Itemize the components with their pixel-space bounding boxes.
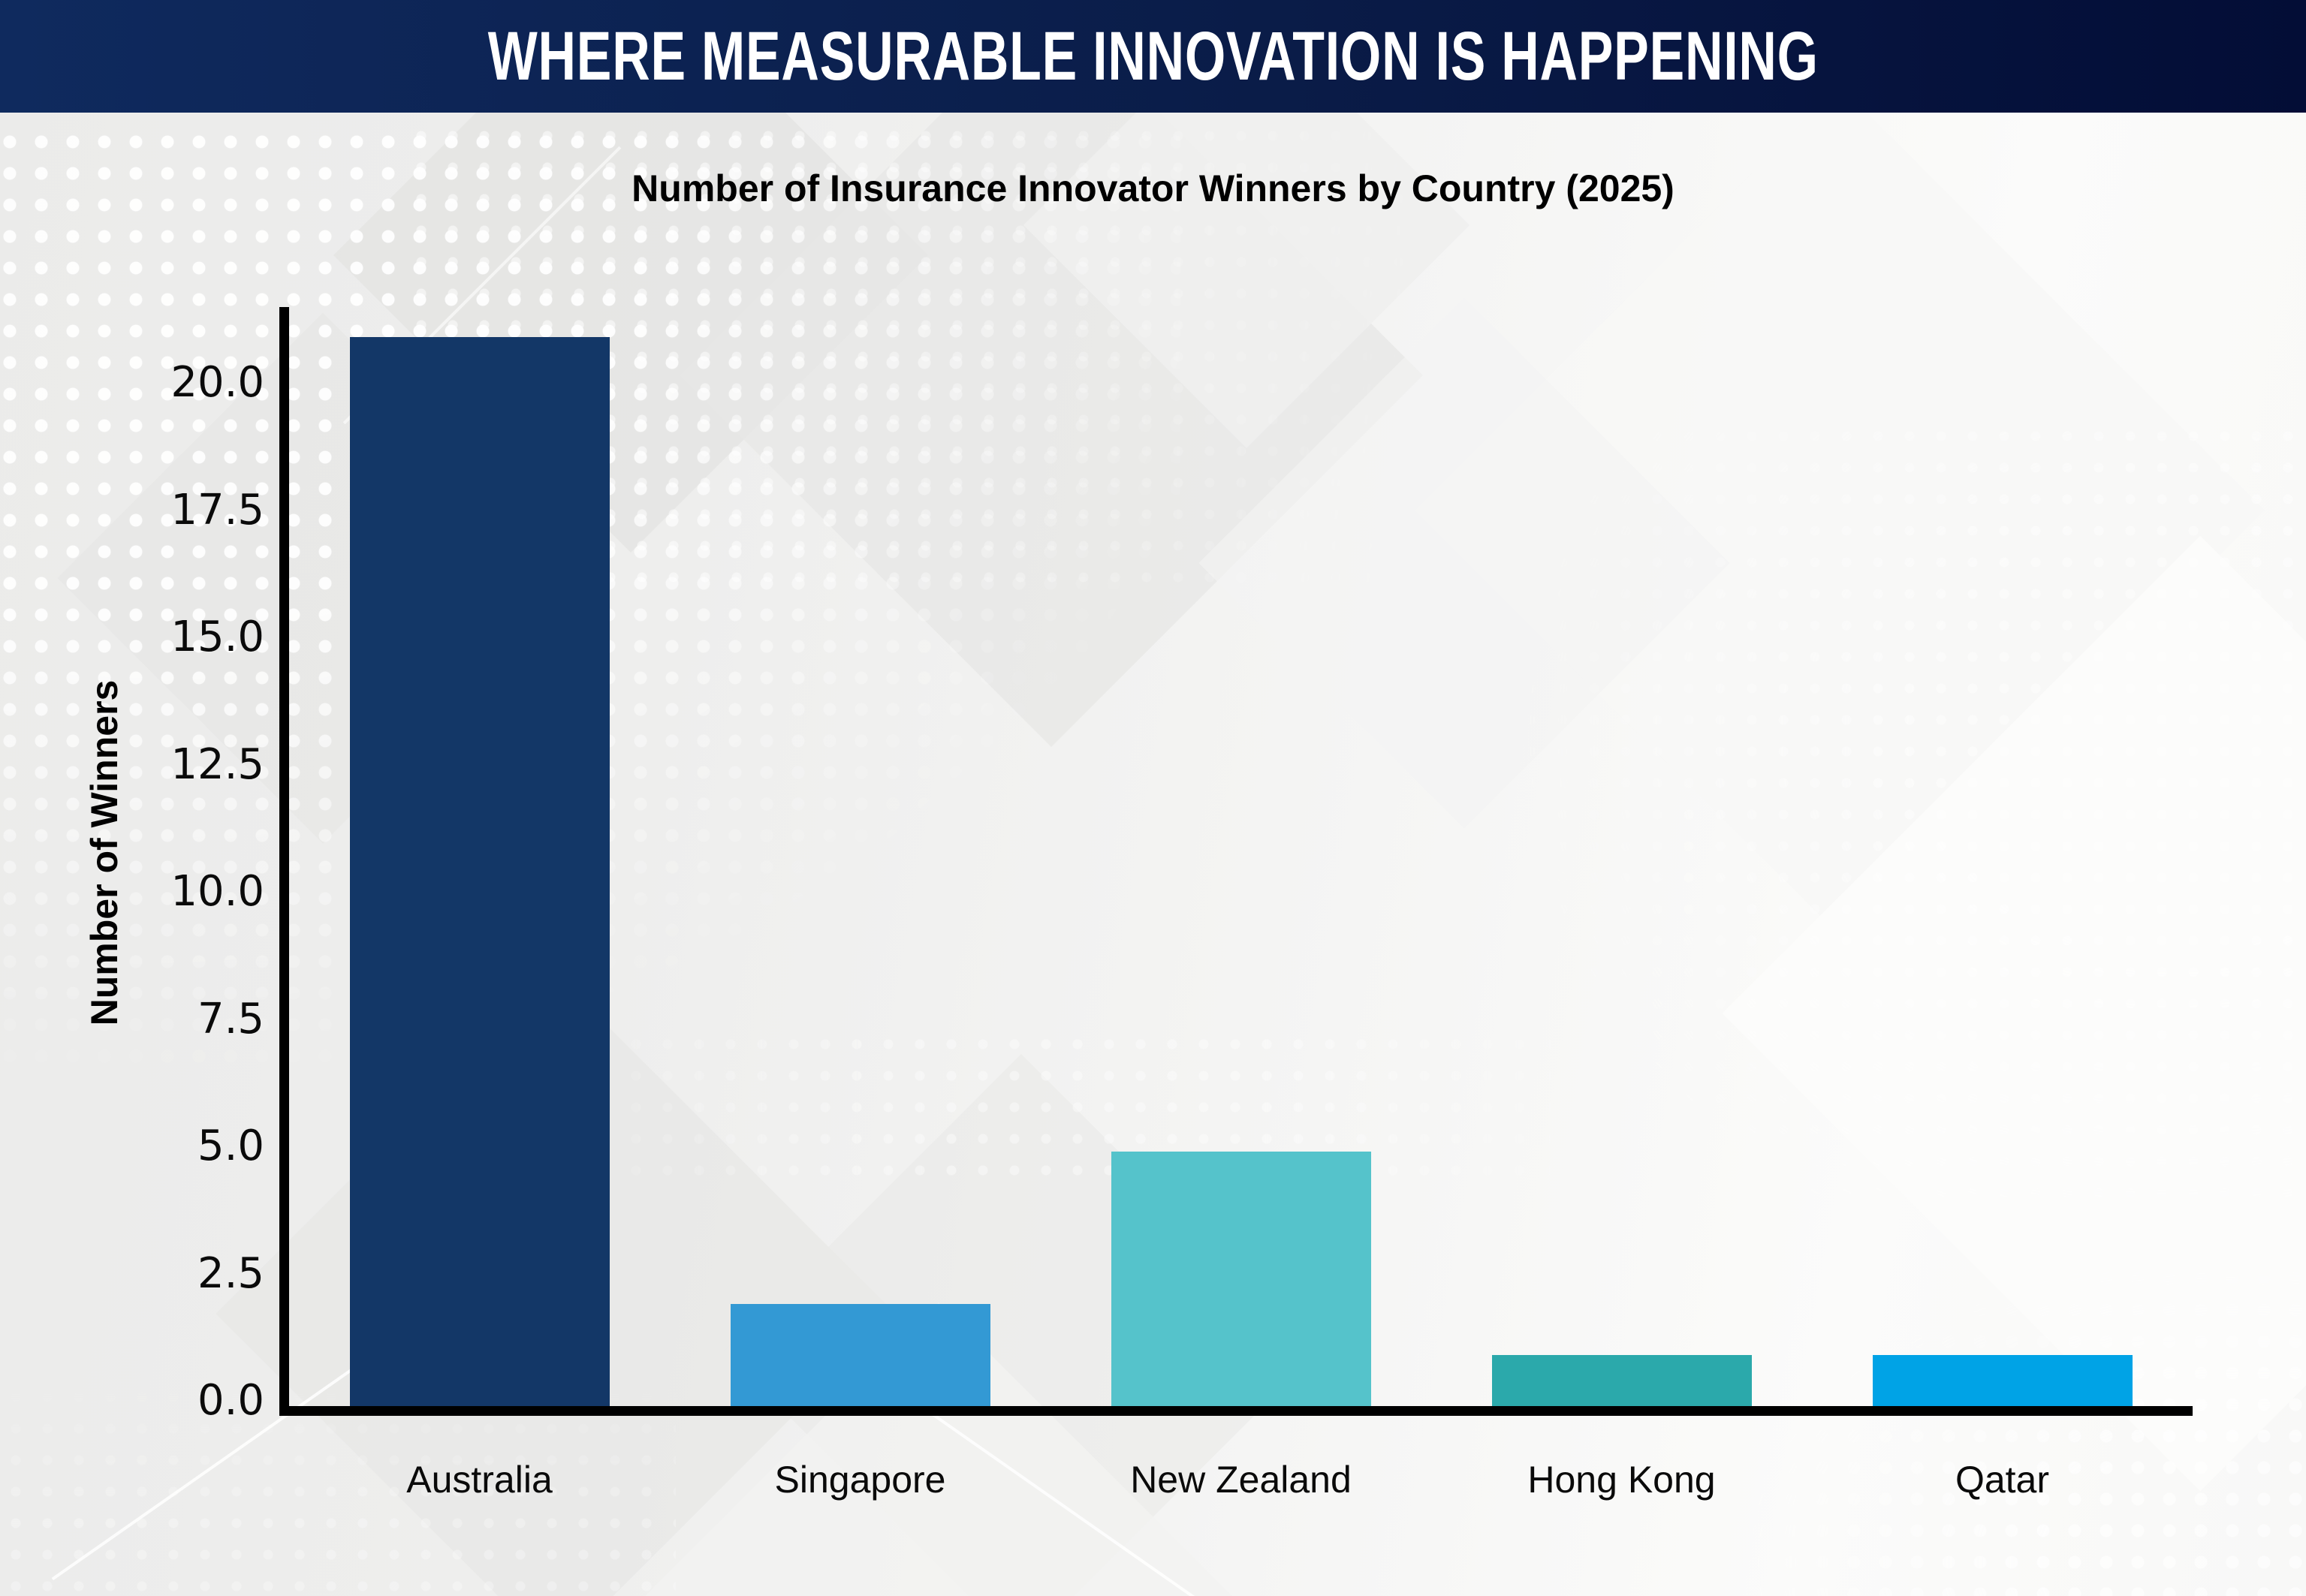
- bar-singapore: [730, 1304, 990, 1406]
- y-tick-label-0.0: 0.0: [197, 1376, 264, 1425]
- y-tick-label-7.5: 7.5: [197, 994, 264, 1043]
- halftone-dots-mid-band: [526, 1028, 1577, 1186]
- page-title: WHERE MEASURABLE INNOVATION IS HAPPENING: [487, 17, 1819, 95]
- y-axis-line: [279, 307, 289, 1416]
- bar-new-zealand: [1111, 1152, 1371, 1406]
- halftone-dots-bottom-left: [0, 1381, 676, 1596]
- bar-australia: [349, 337, 610, 1406]
- y-tick-label-15.0: 15.0: [170, 613, 264, 661]
- x-tick-label-new-zealand: New Zealand: [1130, 1459, 1352, 1501]
- x-axis-line: [279, 1406, 2193, 1416]
- y-tick-label-5.0: 5.0: [197, 1122, 264, 1170]
- y-tick-label-17.5: 17.5: [170, 485, 264, 535]
- x-tick-label-qatar: Qatar: [1955, 1459, 2050, 1501]
- halftone-dots-right: [1389, 420, 2306, 1209]
- bar-qatar: [1872, 1355, 2133, 1406]
- header-banner: WHERE MEASURABLE INNOVATION IS HAPPENING: [0, 0, 2306, 113]
- y-tick-label-2.5: 2.5: [197, 1248, 264, 1298]
- x-tick-label-australia: Australia: [406, 1459, 553, 1501]
- y-tick-label-10.0: 10.0: [170, 867, 264, 916]
- x-tick-label-hong-kong: Hong Kong: [1527, 1459, 1716, 1501]
- y-tick-label-12.5: 12.5: [170, 739, 264, 789]
- y-tick-label-20.0: 20.0: [170, 358, 264, 407]
- chart-title: Number of Insurance Innovator Winners by…: [632, 167, 1674, 209]
- x-tick-label-singapore: Singapore: [774, 1459, 946, 1501]
- bar-hong-kong: [1491, 1355, 1752, 1406]
